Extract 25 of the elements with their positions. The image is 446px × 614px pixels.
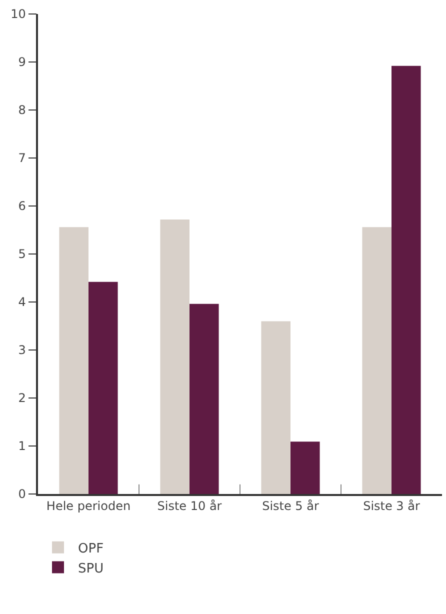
y-tick-label: 9 [18, 55, 26, 70]
y-tick-label: 3 [18, 343, 26, 358]
y-tick-label: 4 [18, 295, 26, 310]
bar [392, 66, 421, 494]
y-tick-label: 1 [18, 439, 26, 454]
y-tick-label: 5 [18, 247, 26, 262]
bar [160, 219, 190, 494]
bar [88, 282, 118, 494]
x-tick-label: Hele perioden [46, 499, 131, 514]
bar [190, 304, 219, 494]
bar [261, 321, 290, 494]
bar [362, 227, 392, 494]
bar [59, 227, 88, 494]
y-tick-label: 10 [10, 7, 26, 22]
y-tick-label: 8 [18, 103, 26, 118]
bar [290, 442, 320, 494]
y-tick-label: 6 [18, 199, 26, 214]
y-tick-label: 2 [18, 391, 26, 406]
y-tick-label: 0 [18, 487, 26, 502]
x-tick-label: Siste 5 år [262, 499, 319, 514]
legend-label: OPF [78, 541, 104, 556]
legend-label: SPU [78, 561, 104, 576]
x-tick-label: Siste 3 år [363, 499, 420, 514]
x-tick-label: Siste 10 år [157, 499, 222, 514]
y-tick-label: 7 [18, 151, 26, 166]
